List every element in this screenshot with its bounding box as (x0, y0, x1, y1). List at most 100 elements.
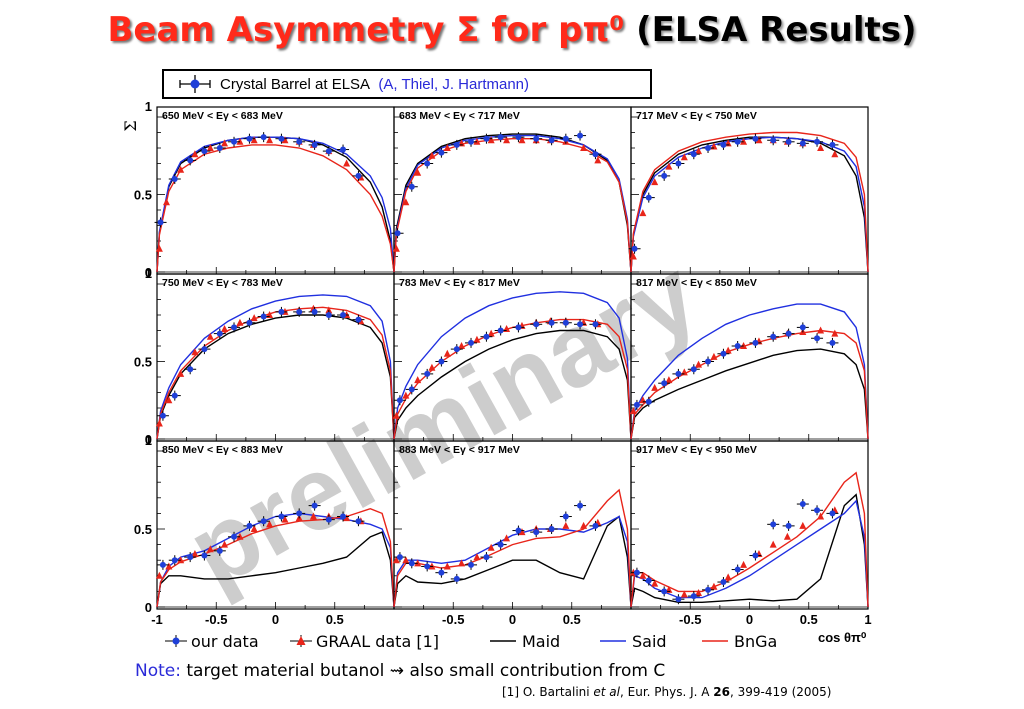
data-marker (171, 557, 178, 564)
y-tick-label: 0.5 (134, 188, 152, 203)
our-data-point (530, 133, 543, 144)
top-legend-label: Crystal Barrel at ELSA (A, Thiel, J. Har… (220, 76, 529, 93)
our-data-point (322, 146, 335, 157)
graal-point (177, 369, 185, 377)
our-data-point (687, 364, 700, 375)
data-marker (631, 245, 638, 252)
our-data-point (630, 567, 643, 578)
graal-point (651, 178, 659, 186)
data-marker (548, 137, 555, 144)
our-data-point (512, 322, 525, 333)
panel-energy-label: 883 MeV < Eγ < 917 MeV (399, 444, 520, 456)
x-tick-label: 0.5 (326, 612, 344, 627)
data-marker (340, 312, 347, 318)
data-marker (260, 518, 267, 525)
graal-point (783, 532, 791, 540)
our-data-point (826, 508, 839, 519)
maid-curve (393, 329, 632, 440)
panel-9: 917 MeV < Eγ < 950 MeV (629, 440, 869, 610)
graal-point (518, 136, 526, 144)
data-marker (453, 141, 460, 148)
graal-point (250, 314, 258, 322)
our-data-point (322, 514, 335, 525)
data-marker (296, 308, 303, 315)
our-data-point (702, 584, 715, 595)
data-marker (829, 510, 836, 517)
our-data-point (494, 132, 507, 143)
data-marker (497, 541, 504, 548)
data-marker (216, 547, 223, 554)
note-text: target material butanol ⇝ also small con… (186, 661, 666, 681)
graal-point (281, 136, 289, 144)
our-data-point (480, 331, 493, 342)
data-marker (483, 333, 490, 340)
our-data-point (275, 306, 288, 317)
our-data-point (717, 139, 730, 150)
note-line: Note: target material butanol ⇝ also sma… (135, 661, 665, 681)
our-data-point (435, 147, 448, 158)
data-marker (645, 398, 652, 405)
graal-point (443, 562, 451, 570)
legend-label: BnGa (734, 632, 777, 651)
data-marker (278, 513, 285, 520)
data-marker (661, 172, 668, 179)
data-marker (770, 521, 777, 528)
maid-curve (630, 136, 869, 273)
our-data-point (530, 319, 543, 330)
graal-point (309, 512, 317, 520)
bnga-curve (156, 144, 395, 273)
maid-curve (156, 531, 395, 608)
data-marker (260, 313, 267, 320)
x-tick-label: 1 (864, 612, 871, 627)
data-marker (355, 172, 362, 179)
data-marker (829, 339, 836, 346)
graal-point (695, 147, 703, 155)
our-data-point (198, 146, 211, 157)
data-marker (633, 569, 640, 576)
our-data-point (257, 516, 270, 527)
data-marker (438, 149, 445, 156)
our-data-point (796, 322, 809, 333)
data-marker (201, 346, 208, 353)
our-data-point (257, 132, 270, 143)
legend-item: Said (600, 632, 667, 651)
panel-energy-label: 650 MeV < Eγ < 683 MeV (162, 110, 283, 122)
panel-6: 817 MeV < Eγ < 850 MeV (629, 273, 869, 442)
our-data-point (308, 139, 321, 150)
data-marker (260, 134, 267, 141)
data-marker (829, 141, 836, 148)
data-marker (468, 138, 475, 145)
graal-point (162, 198, 170, 206)
our-data-point (308, 306, 321, 317)
graal-point (665, 376, 673, 384)
our-data-point (826, 337, 839, 348)
our-data-point (559, 511, 572, 522)
data-marker (438, 569, 445, 576)
panel-2: 683 MeV < Eγ < 717 MeV (391, 106, 632, 275)
data-marker (533, 321, 540, 328)
legend-marker (296, 636, 306, 645)
our-data-point (435, 567, 448, 578)
data-marker (577, 132, 584, 139)
our-data-point (687, 591, 700, 602)
data-marker (171, 176, 178, 182)
data-marker (675, 596, 682, 603)
graal-point (221, 324, 229, 332)
y-tick-label: 0 (145, 265, 152, 280)
data-marker (424, 563, 431, 570)
our-data-point (811, 136, 824, 147)
data-marker (799, 140, 806, 147)
x-tick-label: -0.5 (679, 612, 701, 627)
our-data-point (337, 511, 350, 522)
ref-etal: et al (593, 685, 620, 699)
our-data-point (642, 192, 655, 203)
our-data-point (421, 561, 434, 572)
graal-point (250, 525, 258, 532)
our-data-point (480, 133, 493, 144)
data-marker (340, 513, 347, 520)
x-tick-label: 0 (746, 612, 753, 627)
graal-point (651, 579, 659, 587)
our-data-point (717, 348, 730, 359)
graal-point (325, 306, 333, 314)
x-axis-label: cos θπ⁰ (818, 630, 867, 645)
